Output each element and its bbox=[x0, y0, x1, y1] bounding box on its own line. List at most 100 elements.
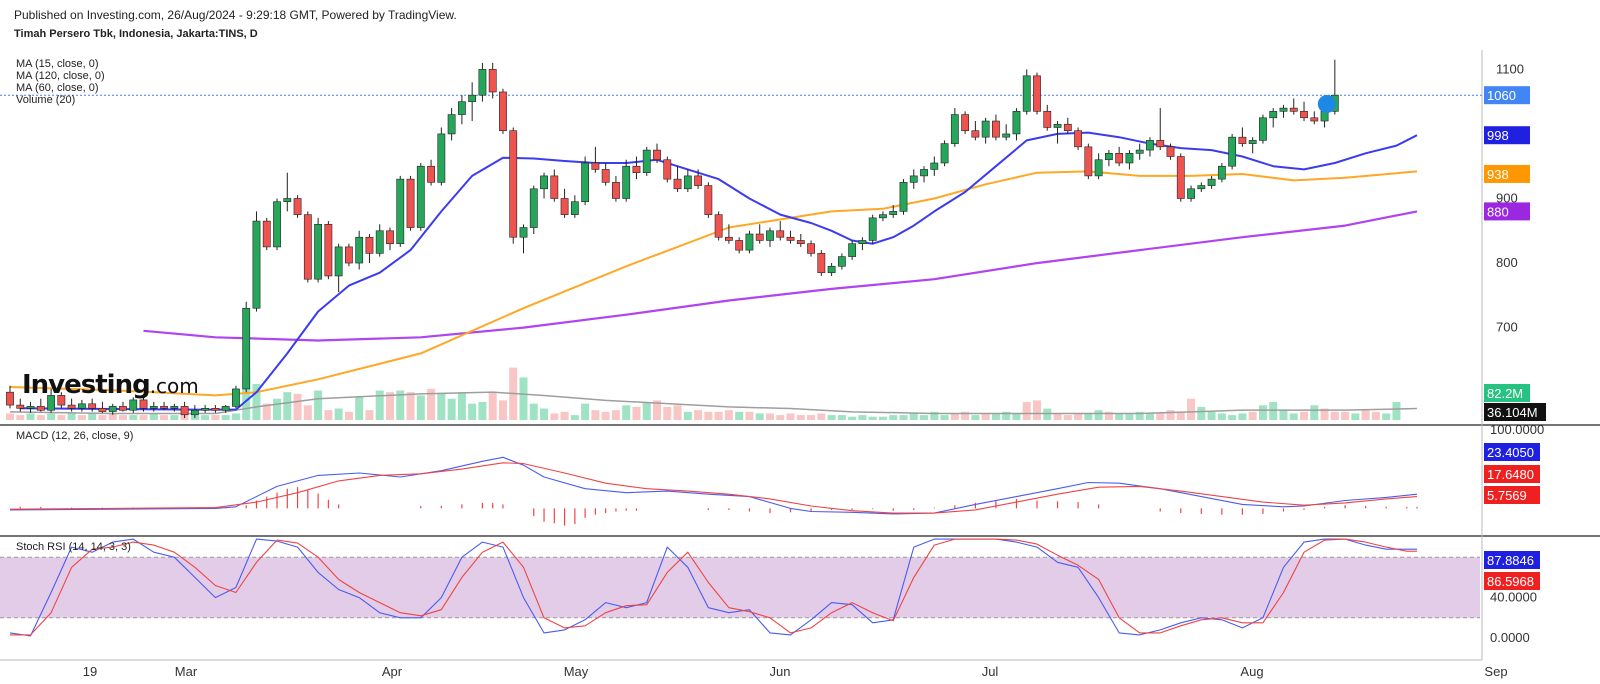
volume-bar bbox=[1392, 402, 1401, 420]
volume-value-label: 82.2M bbox=[1487, 386, 1523, 401]
price-marker bbox=[1317, 95, 1336, 113]
candle bbox=[293, 198, 302, 215]
candle bbox=[930, 162, 939, 170]
date-axis-tick: May bbox=[564, 664, 589, 679]
volume-bar bbox=[899, 415, 908, 420]
price-label-box bbox=[1484, 86, 1530, 105]
candle bbox=[848, 243, 857, 257]
candle bbox=[1156, 140, 1165, 148]
candle bbox=[499, 91, 507, 132]
candle bbox=[242, 307, 251, 390]
candle bbox=[160, 406, 168, 409]
candle bbox=[170, 406, 179, 409]
candle bbox=[766, 230, 774, 241]
candle bbox=[303, 214, 312, 280]
volume-bar bbox=[1320, 408, 1329, 420]
stoch-d-line bbox=[10, 538, 1417, 636]
volume-bar bbox=[991, 413, 1000, 420]
candle bbox=[1074, 130, 1082, 148]
candle bbox=[1094, 159, 1103, 177]
price-label: 880 bbox=[1487, 204, 1509, 219]
price-label: 938 bbox=[1487, 167, 1509, 182]
volume-bar bbox=[170, 415, 179, 420]
volume-bar bbox=[889, 415, 898, 420]
volume-bar bbox=[940, 415, 949, 420]
volume-bar bbox=[1043, 408, 1052, 420]
candle bbox=[273, 201, 281, 248]
volume-bar bbox=[478, 402, 487, 420]
volume-bar bbox=[611, 410, 620, 420]
candle bbox=[807, 243, 815, 254]
candle bbox=[457, 101, 466, 115]
volume-bar bbox=[1166, 410, 1175, 420]
volume-bar bbox=[540, 408, 549, 420]
volume-bar bbox=[909, 413, 918, 420]
candle bbox=[180, 406, 189, 416]
candle bbox=[920, 169, 928, 177]
volume-bar bbox=[1002, 411, 1011, 420]
candle bbox=[683, 175, 692, 190]
candle bbox=[1217, 165, 1226, 180]
volume-bar bbox=[950, 413, 959, 420]
volume-bar bbox=[231, 413, 240, 420]
volume-bar bbox=[878, 416, 887, 420]
volume-bar bbox=[1063, 415, 1072, 420]
candle bbox=[1084, 146, 1093, 177]
volume-bar bbox=[1074, 413, 1083, 420]
candle bbox=[221, 406, 230, 411]
macd-value-label: 17.6480 bbox=[1487, 467, 1534, 482]
volume-bar bbox=[755, 413, 764, 420]
volume-bar bbox=[498, 400, 507, 420]
volume-bar bbox=[365, 410, 374, 420]
volume-bar bbox=[334, 408, 343, 420]
candle bbox=[1135, 149, 1144, 154]
volume-bar bbox=[765, 413, 774, 420]
candle bbox=[1228, 136, 1237, 167]
candle bbox=[1166, 146, 1175, 157]
volume-bar bbox=[324, 410, 333, 420]
volume-bar bbox=[355, 397, 364, 420]
volume-bar bbox=[519, 377, 528, 420]
volume-bar bbox=[385, 392, 394, 420]
candle bbox=[77, 403, 86, 409]
candle bbox=[581, 162, 590, 203]
volume-bar bbox=[160, 415, 169, 420]
volume-bar bbox=[201, 415, 210, 420]
volume-bar bbox=[848, 416, 857, 420]
stoch-value-label: 86.5968 bbox=[1487, 574, 1534, 589]
volume-bar bbox=[1187, 398, 1196, 420]
candle bbox=[1104, 152, 1113, 161]
candle bbox=[961, 114, 970, 132]
candle bbox=[1259, 117, 1267, 141]
candle bbox=[899, 182, 908, 212]
candle bbox=[950, 114, 959, 144]
volume-bar bbox=[632, 406, 641, 420]
volume-bar bbox=[601, 411, 610, 420]
volume-ma-label-box bbox=[1484, 403, 1546, 421]
volume-bar bbox=[673, 405, 682, 420]
volume-bar bbox=[786, 413, 795, 420]
volume-bar bbox=[252, 384, 261, 420]
volume-bar bbox=[1382, 413, 1391, 420]
price-axis-tick: 900 bbox=[1496, 190, 1518, 205]
candle bbox=[560, 198, 569, 215]
volume-bar bbox=[971, 415, 980, 420]
candle bbox=[837, 256, 846, 267]
price-label-box bbox=[1484, 202, 1530, 221]
volume-bar bbox=[1330, 411, 1339, 420]
candle bbox=[283, 198, 292, 203]
candle bbox=[488, 69, 497, 93]
candle bbox=[262, 220, 271, 248]
volume-bar bbox=[735, 411, 744, 420]
volume-bar bbox=[77, 415, 86, 420]
volume-bar bbox=[1012, 413, 1021, 420]
price-label-box bbox=[1484, 164, 1530, 183]
volume-bar bbox=[108, 413, 117, 420]
candle bbox=[817, 253, 826, 274]
candle bbox=[786, 236, 795, 241]
candle bbox=[519, 227, 528, 238]
candle bbox=[1053, 123, 1062, 128]
volume-bar bbox=[293, 393, 302, 420]
candle bbox=[940, 143, 949, 164]
candle bbox=[16, 404, 25, 409]
